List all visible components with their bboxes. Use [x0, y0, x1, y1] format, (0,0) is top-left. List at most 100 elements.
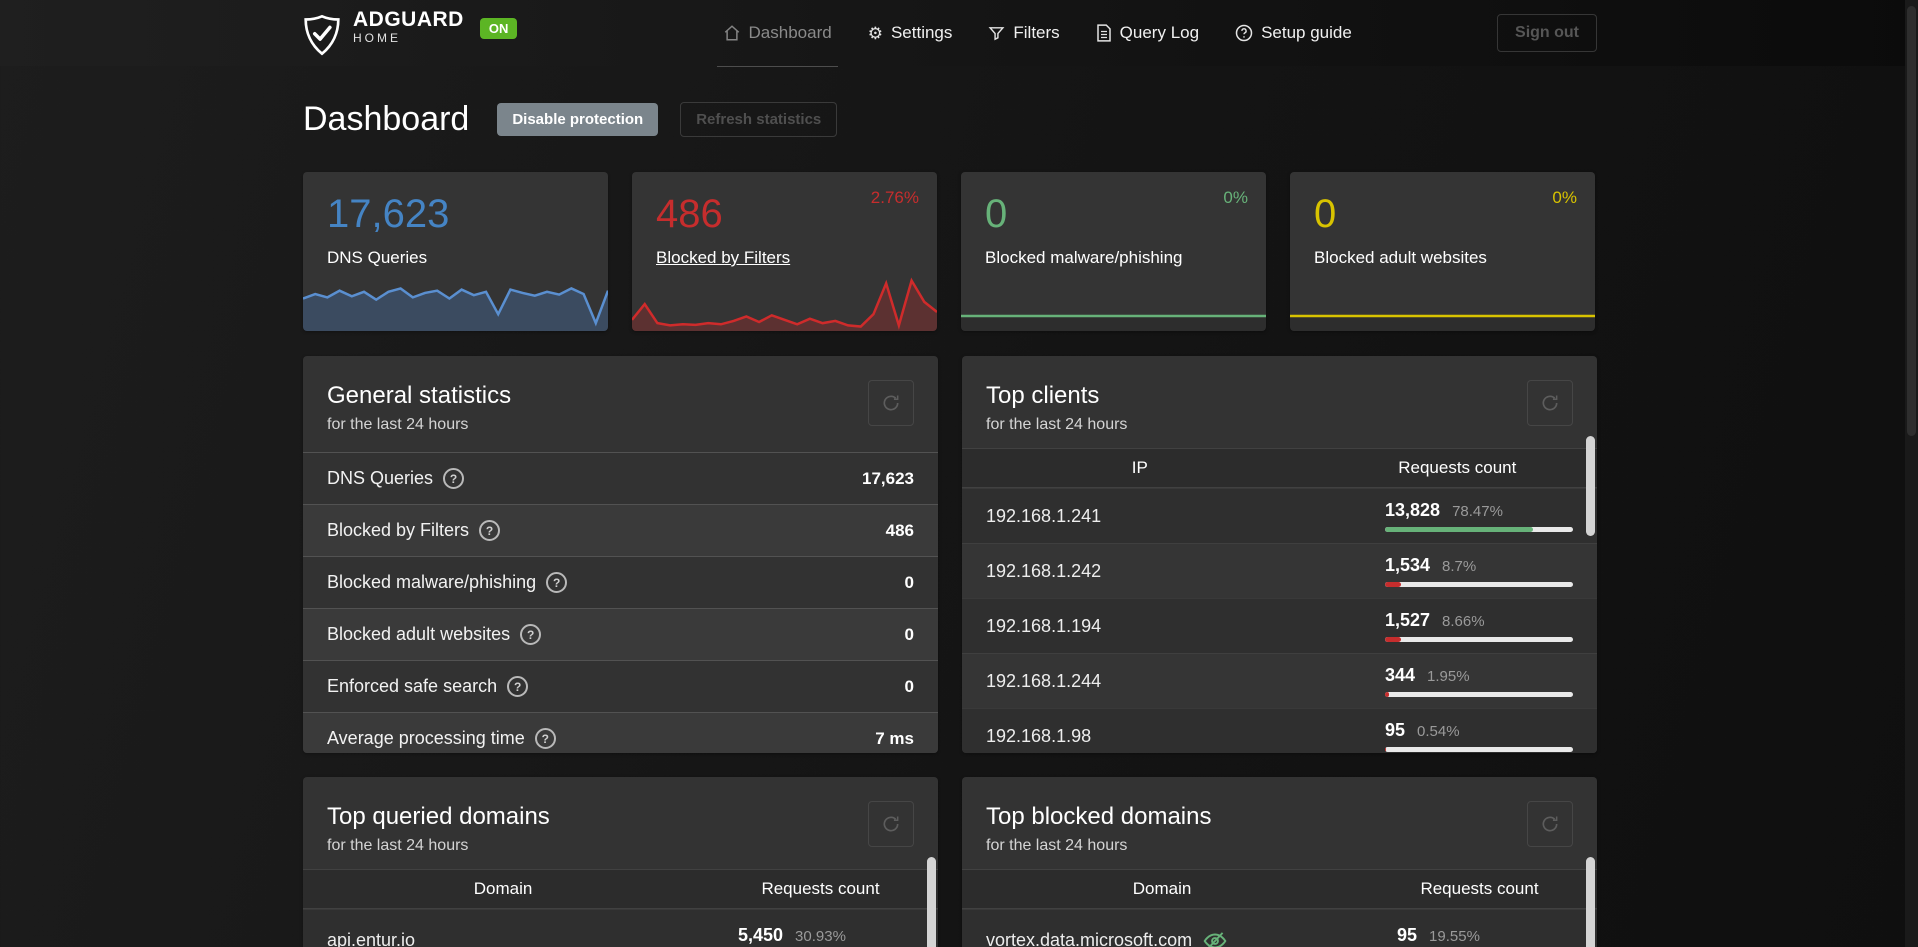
client-row: 192.168.1.242 1,534 8.7% [962, 543, 1597, 598]
panel-title: Top queried domains [327, 803, 550, 830]
progress-bar [1385, 527, 1573, 532]
card-percent: 0% [1552, 188, 1577, 207]
request-count: 5,450 [738, 924, 784, 945]
nav-label: Filters [1013, 23, 1060, 42]
table-header: IP Requests count [962, 448, 1597, 488]
nav-item-query-log[interactable]: Query Log [1096, 0, 1199, 66]
brand-name: ADGUARD [353, 8, 464, 31]
page-scrollbar[interactable] [1905, 0, 1918, 947]
nav-item-filters[interactable]: Filters [988, 0, 1060, 66]
card-value: 17,623 [327, 192, 450, 236]
help-icon[interactable] [443, 468, 465, 489]
domain-row: api.entur.io 5,450 30.93% [303, 909, 938, 947]
stats-value: 7 ms [875, 728, 914, 748]
request-percent: 78.47% [1452, 503, 1503, 520]
nav-label: Settings [890, 23, 953, 42]
card-label: Blocked malware/phishing [985, 248, 1183, 267]
top-blocked-table: Domain Requests count vortex.data.micros… [962, 869, 1597, 947]
client-ip: 192.168.1.241 [986, 505, 1102, 526]
request-percent: 8.7% [1442, 558, 1477, 575]
card-percent: 2.76% [870, 188, 919, 207]
request-count: 344 [1385, 665, 1416, 685]
progress-bar [1385, 747, 1573, 752]
column-header-domain: Domain [473, 879, 533, 898]
help-icon[interactable] [479, 520, 501, 541]
nav-item-settings[interactable]: ⚙ Settings [868, 0, 953, 66]
card-value: 0 [1314, 192, 1337, 236]
card-percent: 0% [1223, 188, 1248, 207]
refresh-button[interactable] [868, 801, 914, 847]
help-icon[interactable] [507, 676, 529, 697]
nav-item-dashboard[interactable]: Dashboard [716, 0, 838, 67]
card-blocked-malware: 0 Blocked malware/phishing 0% [961, 172, 1266, 331]
request-percent: 19.55% [1429, 927, 1480, 945]
request-count: 1,527 [1385, 610, 1431, 630]
progress-bar [1385, 582, 1573, 587]
top-queried-table: Domain Requests count api.entur.io 5,450… [303, 869, 938, 947]
refresh-icon [883, 395, 899, 411]
top-blocked-domains-panel: Top blocked domains for the last 24 hour… [962, 777, 1597, 947]
stats-label-text: DNS Queries [327, 468, 434, 488]
help-icon[interactable] [534, 728, 556, 749]
refresh-button[interactable] [1527, 380, 1573, 426]
refresh-icon [1542, 395, 1558, 411]
column-header-ip: IP [1131, 458, 1148, 477]
question-circle-icon [1235, 24, 1253, 42]
stats-label-text: Enforced safe search [327, 676, 498, 696]
request-count: 95 [1397, 924, 1418, 945]
help-icon[interactable] [520, 624, 542, 645]
panel-subtitle: for the last 24 hours [986, 416, 1128, 433]
card-value: 486 [656, 192, 723, 236]
stats-row: Average processing time 7 ms [303, 712, 938, 753]
dns-queries-sparkline [303, 275, 608, 331]
client-ip: 192.168.1.194 [986, 615, 1102, 636]
panel-subtitle: for the last 24 hours [986, 837, 1128, 854]
panel-subtitle: for the last 24 hours [327, 837, 469, 854]
stats-value: 0 [904, 572, 914, 592]
request-percent: 0.54% [1417, 723, 1460, 740]
progress-bar [1385, 637, 1573, 642]
panel-scrollbar-thumb[interactable] [1586, 436, 1595, 536]
refresh-button[interactable] [868, 380, 914, 426]
blocked-malware-sparkline [961, 301, 1266, 331]
home-icon [724, 25, 739, 41]
nav-label: Setup guide [1261, 23, 1352, 42]
panel-scrollbar-thumb[interactable] [1586, 857, 1595, 947]
client-ip: 192.168.1.242 [986, 560, 1102, 581]
eye-off-icon[interactable] [1202, 928, 1228, 947]
top-queried-domains-panel: Top queried domains for the last 24 hour… [303, 777, 938, 947]
funnel-icon [988, 26, 1005, 40]
blocked-adult-sparkline [1290, 301, 1595, 331]
general-statistics-panel: General statistics for the last 24 hours… [303, 356, 938, 753]
sign-out-button[interactable]: Sign out [1497, 14, 1597, 52]
stats-value: 17,623 [862, 468, 914, 488]
page-scrollbar-thumb[interactable] [1907, 6, 1916, 436]
stats-row: Blocked malware/phishing 0 [303, 556, 938, 608]
main-nav: Dashboard ⚙ Settings Filters Query Log [663, 0, 1352, 67]
request-count: 95 [1385, 720, 1406, 740]
top-clients-table: IP Requests count 192.168.1.241 13,828 78… [962, 448, 1597, 753]
adguard-logo[interactable]: ADGUARD HOME ON [303, 8, 518, 57]
disable-protection-button[interactable]: Disable protection [497, 103, 659, 136]
panel-scrollbar-thumb[interactable] [927, 857, 936, 947]
page-title: Dashboard [303, 100, 470, 138]
refresh-button[interactable] [1527, 801, 1573, 847]
stats-label-text: Blocked by Filters [327, 520, 470, 540]
card-blocked-adult: 0 Blocked adult websites 0% [1290, 172, 1595, 331]
client-row: 192.168.1.98 95 0.54% [962, 708, 1597, 753]
refresh-statistics-button[interactable]: Refresh statistics [680, 102, 838, 137]
domain-name: api.entur.io [327, 930, 416, 947]
domain-row: vortex.data.microsoft.com 95 19.55% [962, 909, 1597, 947]
help-icon[interactable] [546, 572, 568, 593]
card-blocked-by-filters: 486 Blocked by Filters 2.76% [632, 172, 937, 331]
client-row: 192.168.1.244 344 1.95% [962, 653, 1597, 708]
panel-subtitle: for the last 24 hours [327, 416, 469, 433]
request-count: 13,828 [1385, 500, 1441, 520]
card-label-link[interactable]: Blocked by Filters [656, 248, 791, 267]
nav-label: Query Log [1119, 23, 1200, 42]
adguard-shield-icon [304, 14, 340, 56]
client-row: 192.168.1.241 13,828 78.47% [962, 488, 1597, 543]
stats-row: DNS Queries 17,623 [303, 452, 938, 504]
column-header-domain: Domain [1132, 879, 1192, 898]
nav-item-setup-guide[interactable]: Setup guide [1235, 0, 1352, 66]
